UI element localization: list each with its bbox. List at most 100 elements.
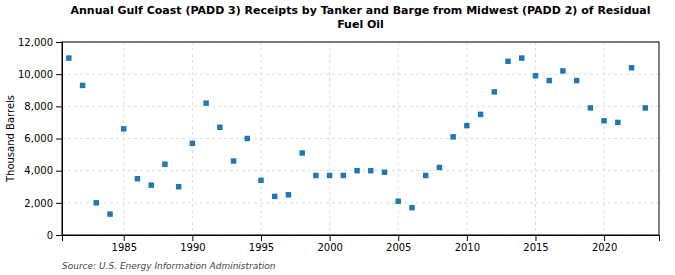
x-tick-mark	[261, 235, 262, 241]
x-tick: 2020	[592, 235, 617, 253]
point	[588, 105, 593, 110]
point	[396, 198, 401, 203]
y-tick: 8,000	[24, 101, 62, 112]
point	[533, 73, 538, 78]
grid-line-x	[123, 42, 124, 235]
point	[258, 178, 263, 183]
x-tick: 2015	[523, 235, 548, 253]
y-tick-mark	[56, 106, 62, 107]
point	[615, 120, 620, 125]
y-tick-label: 4,000	[24, 165, 53, 176]
point	[66, 55, 71, 60]
y-tick-mark	[56, 139, 62, 140]
point	[203, 100, 208, 105]
x-axis-line	[63, 236, 660, 242]
point	[629, 65, 634, 70]
point	[423, 173, 428, 178]
grid	[62, 42, 659, 235]
y-tick-label: 6,000	[24, 133, 53, 144]
y-tick-mark	[56, 203, 62, 204]
point	[546, 78, 551, 83]
y-axis: 02,0004,0006,0008,00010,00012,000	[18, 37, 63, 241]
point	[478, 112, 483, 117]
point	[643, 105, 648, 110]
x-tick-mark	[398, 235, 399, 241]
grid-line-y	[62, 106, 659, 107]
grid-line-x	[466, 42, 467, 235]
y-tick-label: 12,000	[18, 37, 53, 48]
point	[272, 194, 277, 199]
point	[450, 134, 455, 139]
grid-line-y	[62, 170, 659, 171]
point	[162, 161, 167, 166]
x-axis: 1985 1990 1995 2000 2005 2010 2015 2020	[63, 235, 660, 253]
grid-line-y	[62, 74, 659, 75]
y-tick: 2,000	[24, 198, 62, 209]
point	[409, 205, 414, 210]
grid-line-x	[535, 42, 536, 235]
grid-line-x	[398, 42, 399, 235]
y-axis-line	[56, 43, 63, 236]
point	[492, 89, 497, 94]
x-tick-mark	[604, 235, 605, 241]
y-axis-title: Thousand Barrels	[5, 95, 16, 183]
x-tick: 2010	[455, 235, 480, 253]
y-tick: 4,000	[24, 165, 62, 176]
y-tick-mark	[56, 74, 62, 75]
point	[148, 182, 153, 187]
y-tick-label: 8,000	[24, 101, 53, 112]
point	[341, 173, 346, 178]
plot: 1985199019952000200520102015202002,0004,…	[18, 37, 660, 253]
x-tick-mark	[467, 235, 468, 241]
point	[574, 78, 579, 83]
point	[437, 165, 442, 170]
point	[107, 211, 112, 216]
grid-line-y	[62, 138, 659, 139]
x-tick-label: 2015	[523, 242, 548, 253]
y-tick-label: 2,000	[24, 198, 53, 209]
y-tick-label: 10,000	[18, 69, 53, 80]
grid-line-x	[192, 42, 193, 235]
point	[80, 83, 85, 88]
x-tick-label: 2020	[592, 242, 617, 253]
point	[505, 59, 510, 64]
x-tick: 1990	[180, 235, 205, 253]
points	[66, 55, 648, 216]
point	[560, 68, 565, 73]
point	[382, 170, 387, 175]
y-tick-mark	[56, 235, 62, 236]
title: Annual Gulf Coast (PADD 3) Receipts by T…	[70, 4, 650, 31]
x-tick-label: 1995	[249, 242, 274, 253]
x-tick: 1985	[112, 235, 137, 253]
x-tick-label: 2010	[455, 242, 480, 253]
point	[286, 192, 291, 197]
point	[313, 173, 318, 178]
x-tick-mark	[124, 235, 125, 241]
x-tick-label: 1990	[180, 242, 205, 253]
x-tick-label: 2005	[386, 242, 411, 253]
point	[231, 158, 236, 163]
x-tick: 1995	[249, 235, 274, 253]
y-tick: 12,000	[18, 37, 62, 48]
point	[176, 184, 181, 189]
y-tick: 6,000	[24, 133, 62, 144]
point	[354, 168, 359, 173]
chart: 1985199019952000200520102015202002,0004,…	[0, 0, 675, 275]
point	[464, 123, 469, 128]
y-tick-mark	[56, 42, 62, 43]
point	[121, 126, 126, 131]
x-tick: 2000	[317, 235, 342, 253]
x-tick-label: 1985	[112, 242, 137, 253]
x-tick-mark	[535, 235, 536, 241]
x-tick: 2005	[386, 235, 411, 253]
y-tick-mark	[56, 171, 62, 172]
x-tick-mark	[330, 235, 331, 241]
source-note: Source: U.S. Energy Information Administ…	[62, 261, 276, 271]
point	[601, 118, 606, 123]
point	[190, 141, 195, 146]
point	[217, 125, 222, 130]
grid-line-x	[604, 42, 605, 235]
x-tick-label: 2000	[317, 242, 342, 253]
grid-line-x	[329, 42, 330, 235]
grid-line-x	[261, 42, 262, 235]
